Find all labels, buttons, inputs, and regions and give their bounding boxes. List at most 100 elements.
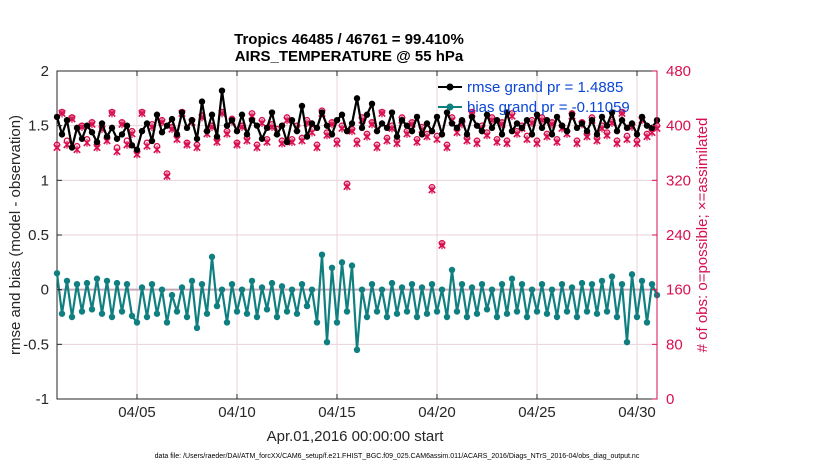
obs-assimilated-marker (633, 139, 641, 148)
rmse-point (183, 124, 191, 132)
rmse-point (98, 120, 106, 127)
rmse-point (628, 120, 636, 127)
bias-point (648, 281, 656, 288)
bias-point (188, 277, 196, 285)
bias-point (58, 310, 66, 317)
bias-point (433, 308, 441, 315)
bias-point (538, 281, 546, 288)
rmse-point (458, 117, 466, 124)
rmse-point (328, 131, 336, 138)
bias-point (273, 313, 281, 321)
obs-assimilated-marker (613, 139, 621, 148)
rmse-point (73, 124, 81, 132)
bias-point (63, 277, 71, 285)
bias-point (573, 313, 581, 321)
rmse-point (148, 137, 156, 145)
y-axis-left-label: rmse and bias (model - observation) (7, 115, 24, 355)
bias-point (258, 284, 266, 291)
y-axis-left: -1 -0.5 0 0.5 1 1.5 2 (23, 63, 62, 408)
rmse-point (123, 122, 131, 129)
bias-point (558, 281, 566, 288)
bias-point (288, 286, 296, 293)
x-tick-label: 04/15 (318, 404, 356, 421)
rmse-layer (53, 87, 661, 153)
y-left-tick-label: 1.5 (28, 118, 49, 135)
bias-point (418, 284, 426, 291)
bias-point (278, 283, 286, 290)
rmse-point (188, 117, 196, 124)
bias-point (618, 281, 626, 288)
rmse-point (93, 138, 101, 146)
bias-point (78, 308, 86, 315)
bias-point (343, 308, 351, 315)
bias-point (153, 310, 161, 317)
rmse-point (323, 122, 331, 129)
rmse-point (648, 124, 656, 132)
bias-point (193, 324, 201, 332)
rmse-point (363, 111, 371, 118)
obs-assimilated-marker (143, 142, 151, 151)
rmse-point (358, 124, 366, 132)
obs-assimilated-marker (483, 131, 491, 140)
rmse-point (443, 109, 451, 116)
bias-point (593, 310, 601, 317)
bias-point (598, 277, 606, 285)
rmse-point (198, 98, 206, 105)
bias-point (213, 302, 221, 310)
rmse-point (388, 109, 396, 116)
rmse-point (468, 113, 476, 121)
rmse-point (208, 111, 216, 118)
rmse-point (313, 124, 321, 132)
obs-assimilated-marker (603, 131, 611, 140)
rmse-point (53, 113, 61, 121)
y-right-tick-label: 240 (666, 227, 691, 244)
bias-point (173, 308, 181, 315)
bias-point (203, 310, 211, 317)
bias-point (123, 281, 131, 288)
rmse-point (618, 117, 626, 124)
rmse-point (343, 127, 351, 135)
rmse-point (213, 133, 221, 140)
rmse-point (333, 117, 341, 124)
bias-point (218, 286, 226, 293)
y-right-tick-label: 160 (666, 282, 691, 299)
rmse-point (163, 122, 171, 129)
rmse-point (393, 133, 401, 140)
bias-point (498, 281, 506, 288)
bias-point (568, 284, 576, 291)
bias-point (623, 338, 631, 346)
rmse-point (203, 127, 211, 135)
bias-point (423, 310, 431, 317)
y-right-tick-label: 400 (666, 118, 691, 135)
y-right-tick-label: 0 (666, 391, 674, 408)
rmse-point (118, 131, 126, 138)
obs-assimilated-marker (433, 135, 441, 144)
bias-point (513, 308, 521, 315)
bias-point (298, 281, 306, 288)
rmse-point (643, 122, 651, 129)
rmse-point (503, 109, 511, 116)
bias-point (528, 286, 536, 293)
bias-point (478, 281, 486, 288)
bias-point (93, 275, 101, 282)
rmse-point (278, 122, 286, 129)
rmse-point (168, 115, 176, 123)
rmse-point (498, 131, 506, 138)
bias-point (548, 286, 556, 293)
bias-point (638, 277, 646, 285)
rmse-point (373, 127, 381, 135)
y-left-tick-label: -0.5 (23, 336, 49, 353)
bias-point (208, 253, 216, 261)
rmse-point (293, 127, 301, 135)
rmse-point (63, 117, 71, 124)
rmse-point (473, 122, 481, 129)
rmse-point (448, 120, 456, 127)
obs-assimilated-marker (123, 140, 131, 149)
bias-point (368, 281, 376, 288)
obs-assimilated-marker (348, 127, 356, 136)
bias-point (453, 308, 461, 315)
obs-assimilated-marker (618, 109, 626, 118)
bias-point (483, 306, 491, 313)
rmse-point (543, 117, 551, 124)
legend-bias-marker (446, 103, 454, 111)
